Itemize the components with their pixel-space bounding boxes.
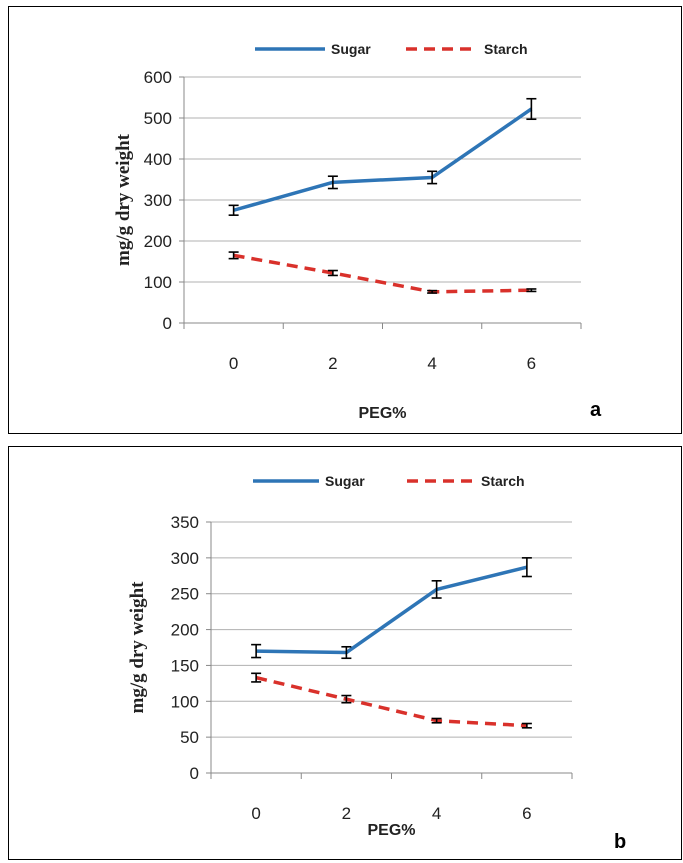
legend-label-starch: Starch	[484, 41, 528, 57]
x-axis-label: PEG%	[358, 405, 406, 422]
y-tick-label: 350	[171, 513, 199, 532]
x-tick-label: 4	[432, 804, 441, 823]
x-axis-label: PEG%	[367, 822, 415, 839]
x-tick-label: 0	[229, 354, 238, 373]
chart-a-svg: 0 100 200 300 400 500 600 0 2 4 6 Sugar Starch PEG% mg…	[113, 41, 602, 422]
series-line-starch	[233, 253, 532, 294]
x-tick-label: 2	[342, 804, 351, 823]
y-tick-label: 250	[171, 585, 199, 604]
y-tick-label: 50	[180, 728, 199, 747]
y-tick-label: 200	[144, 232, 172, 251]
y-tick-label: 600	[144, 68, 172, 87]
y-axis-label: mg/g dry weight	[113, 133, 134, 266]
y-tick-label: 300	[171, 549, 199, 568]
x-tick-label: 4	[427, 354, 436, 373]
y-tick-label: 150	[171, 656, 199, 675]
x-tick-label: 6	[527, 354, 536, 373]
y-tick-label: 0	[163, 314, 172, 333]
legend-label-starch: Starch	[481, 473, 525, 489]
x-tick-label: 6	[522, 804, 531, 823]
x-tick-label: 0	[251, 804, 260, 823]
y-tick-label: 500	[144, 109, 172, 128]
y-axis-label: mg/g dry weight	[127, 581, 148, 714]
y-tick-label: 100	[144, 273, 172, 292]
series-line-sugar	[256, 565, 528, 655]
series-line-sugar	[233, 107, 533, 212]
series-line-starch	[255, 675, 527, 728]
panel-label: b	[614, 831, 626, 853]
y-tick-label: 0	[190, 764, 199, 783]
chart-panel-a: 0 100 200 300 400 500 600 0 2 4 6 Sugar Starch PEG% mg…	[8, 6, 682, 434]
legend-label-sugar: Sugar	[325, 473, 365, 489]
y-tick-label: 200	[171, 621, 199, 640]
legend-label-sugar: Sugar	[331, 41, 371, 57]
x-tick-label: 2	[328, 354, 337, 373]
chart-b-svg: 0 50 100 150 200 250 300 350 0 2 4 6 Sugar Starch PEG%…	[127, 473, 626, 853]
chart-panel-b: 0 50 100 150 200 250 300 350 0 2 4 6 Sugar Starch PEG%…	[8, 446, 682, 860]
y-tick-label: 300	[144, 191, 172, 210]
y-tick-label: 400	[144, 150, 172, 169]
panel-label: a	[590, 399, 602, 421]
y-tick-label: 100	[171, 692, 199, 711]
